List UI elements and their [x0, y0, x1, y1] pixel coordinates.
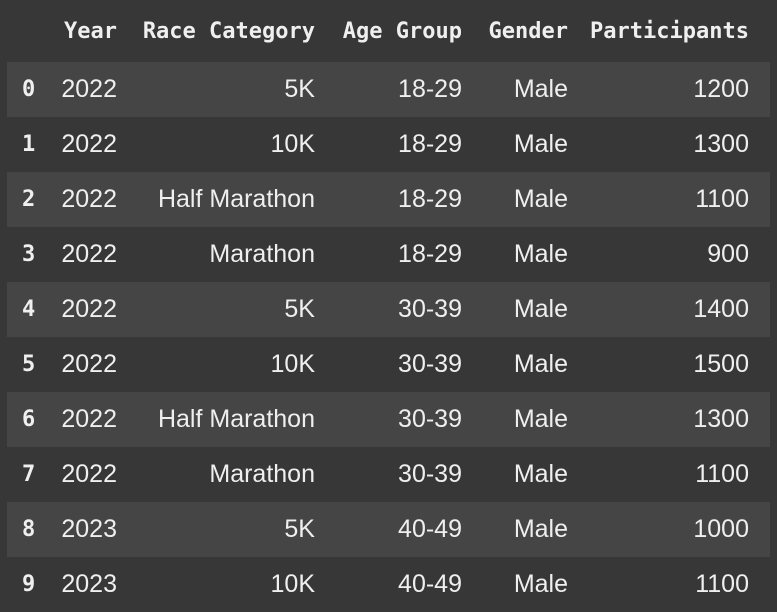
cell-age-group: 30-39	[398, 350, 462, 378]
cell-participants: 1300	[693, 130, 749, 158]
row-index: 0	[22, 77, 36, 102]
table-row: 9 2023 10K 40-49 Male 1100	[7, 557, 770, 612]
cell-gender: Male	[513, 240, 568, 268]
cell-race-category: Half Marathon	[157, 405, 315, 433]
header-row: Year Race Category Age Group Gender Particip…	[7, 0, 770, 62]
row-index: 3	[22, 242, 36, 267]
column-header-age-group: Age Group	[342, 18, 462, 44]
column-header-year: Year	[64, 18, 117, 44]
table-row: 8 2023 5K 40-49 Male 1000	[7, 502, 770, 557]
cell-gender: Male	[513, 570, 568, 598]
index-header-blank	[7, 0, 47, 62]
cell-age-group: 18-29	[398, 240, 462, 268]
cell-gender: Male	[513, 460, 568, 488]
cell-race-category: 5K	[284, 75, 315, 103]
cell-age-group: 40-49	[398, 570, 462, 598]
table-body: 0 2022 5K 18-29 Male 1200 1 2022 10K 18-29 Male 130…	[7, 62, 770, 612]
row-index: 2	[22, 187, 36, 212]
column-header-participants: Participants	[590, 18, 749, 44]
cell-age-group: 30-39	[398, 460, 462, 488]
cell-age-group: 18-29	[398, 185, 462, 213]
dataframe-table: Year Race Category Age Group Gender Particip…	[7, 0, 770, 612]
table-row: 2 2022 Half Marathon 18-29 Male 1100	[7, 172, 770, 227]
cell-age-group: 18-29	[398, 75, 462, 103]
cell-year: 2022	[61, 130, 117, 158]
cell-year: 2022	[61, 240, 117, 268]
cell-race-category: 10K	[270, 570, 315, 598]
row-index: 7	[22, 462, 36, 487]
row-index: 6	[22, 407, 36, 432]
cell-age-group: 30-39	[398, 405, 462, 433]
cell-year: 2022	[61, 460, 117, 488]
table-row: 7 2022 Marathon 30-39 Male 1100	[7, 447, 770, 502]
cell-year: 2022	[61, 75, 117, 103]
cell-age-group: 30-39	[398, 295, 462, 323]
table-row: 4 2022 5K 30-39 Male 1400	[7, 282, 770, 337]
cell-gender: Male	[513, 350, 568, 378]
cell-gender: Male	[513, 405, 568, 433]
row-index: 4	[22, 297, 36, 322]
row-index: 5	[22, 352, 36, 377]
row-index: 9	[22, 572, 36, 597]
column-header-gender: Gender	[488, 18, 568, 44]
cell-race-category: 10K	[270, 350, 315, 378]
cell-race-category: Half Marathon	[157, 185, 315, 213]
cell-race-category: Marathon	[209, 240, 315, 268]
row-index: 1	[22, 132, 36, 157]
table-row: 1 2022 10K 18-29 Male 1300	[7, 117, 770, 172]
cell-race-category: 5K	[284, 295, 315, 323]
cell-participants: 1100	[695, 185, 749, 213]
cell-year: 2022	[61, 185, 117, 213]
table-row: 5 2022 10K 30-39 Male 1500	[7, 337, 770, 392]
cell-race-category: 10K	[270, 130, 315, 158]
cell-participants: 1100	[695, 570, 749, 598]
cell-participants: 1100	[695, 460, 749, 488]
cell-participants: 1000	[693, 515, 749, 543]
cell-gender: Male	[513, 295, 568, 323]
table-row: 3 2022 Marathon 18-29 Male 900	[7, 227, 770, 282]
cell-year: 2023	[61, 570, 117, 598]
cell-gender: Male	[513, 75, 568, 103]
cell-participants: 1500	[693, 350, 749, 378]
cell-year: 2022	[61, 350, 117, 378]
cell-year: 2023	[61, 515, 117, 543]
column-header-race-category: Race Category	[142, 18, 315, 44]
cell-gender: Male	[513, 185, 568, 213]
table-head: Year Race Category Age Group Gender Particip…	[7, 0, 770, 62]
cell-participants: 1400	[693, 295, 749, 323]
cell-participants: 1300	[693, 405, 749, 433]
table-row: 0 2022 5K 18-29 Male 1200	[7, 62, 770, 117]
cell-race-category: Marathon	[209, 460, 315, 488]
cell-age-group: 40-49	[398, 515, 462, 543]
cell-gender: Male	[513, 130, 568, 158]
cell-age-group: 18-29	[398, 130, 462, 158]
cell-participants: 1200	[693, 75, 749, 103]
cell-year: 2022	[61, 405, 117, 433]
cell-participants: 900	[707, 240, 749, 268]
cell-year: 2022	[61, 295, 117, 323]
cell-gender: Male	[513, 515, 568, 543]
row-index: 8	[22, 517, 36, 542]
table-row: 6 2022 Half Marathon 30-39 Male 1300	[7, 392, 770, 447]
cell-race-category: 5K	[284, 515, 315, 543]
